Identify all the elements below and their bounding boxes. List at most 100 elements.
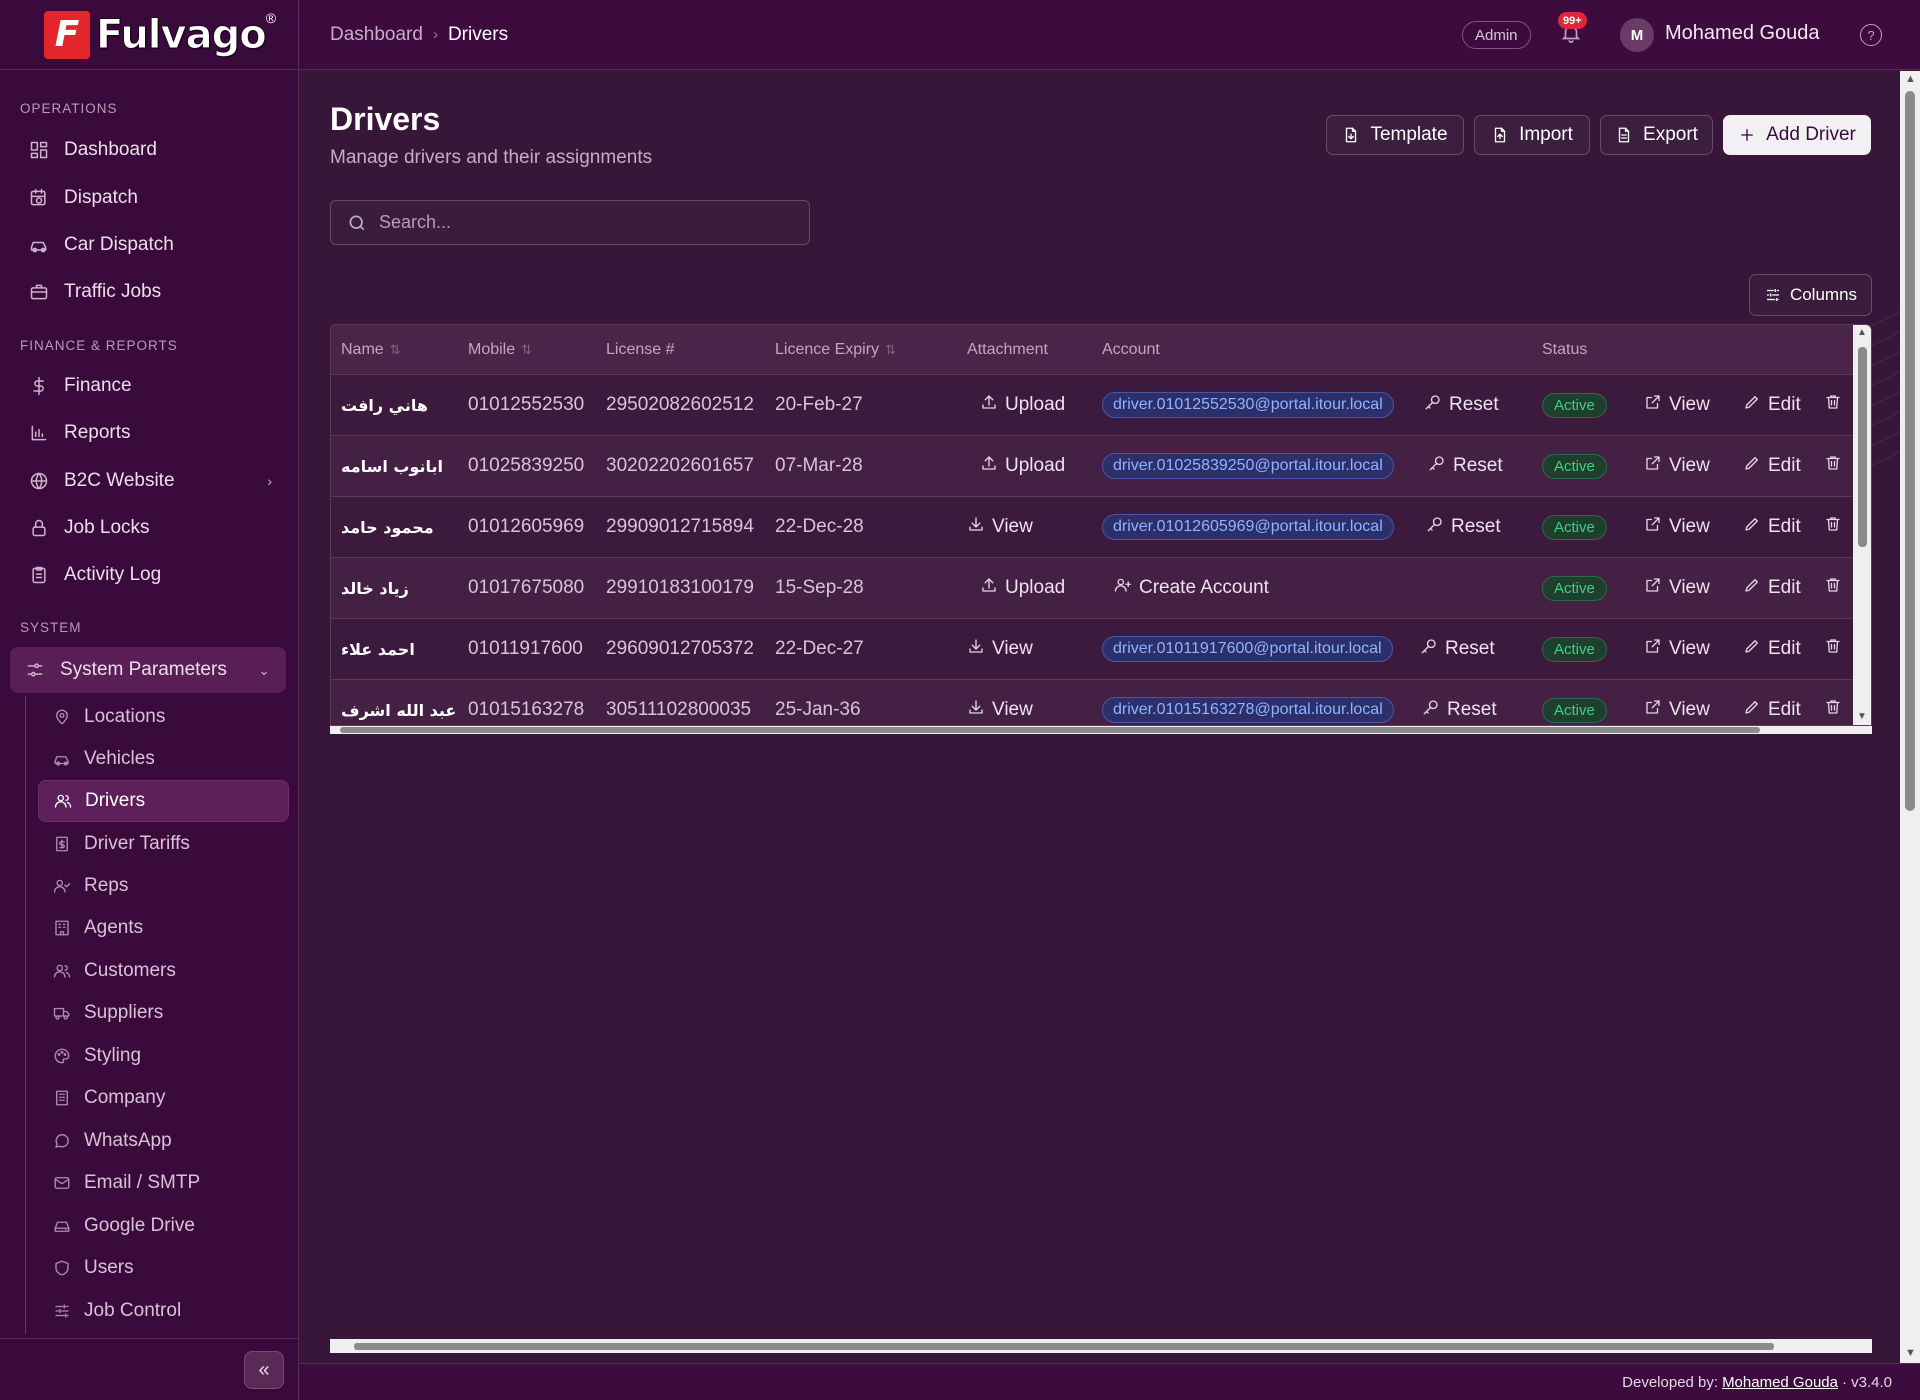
trash-icon[interactable] <box>1824 576 1842 600</box>
sidebar-item-google-drive[interactable]: Google Drive <box>38 1205 289 1247</box>
sidebar-item-job-locks[interactable]: Job Locks <box>14 506 288 550</box>
edit-button[interactable]: Edit <box>1743 680 1801 725</box>
sidebar-item-dashboard[interactable]: Dashboard <box>14 128 288 172</box>
edit-button[interactable]: Edit <box>1743 558 1801 618</box>
view-button[interactable]: View <box>1644 680 1710 725</box>
account-email-chip[interactable]: driver.01012552530@portal.itour.local <box>1102 392 1394 418</box>
sidebar-item-users[interactable]: Users <box>38 1247 289 1289</box>
avatar[interactable]: M <box>1620 18 1654 52</box>
account-email[interactable]: driver.01012552530@portal.itour.local <box>1102 375 1394 435</box>
trash-icon[interactable] <box>1824 698 1842 722</box>
sidebar-item-agents[interactable]: Agents <box>38 907 289 949</box>
sidebar-item-styling[interactable]: Styling <box>38 1035 289 1077</box>
sidebar-item-reps[interactable]: Reps <box>38 865 289 907</box>
scroll-down-arrow-icon[interactable]: ▼ <box>1905 1347 1916 1359</box>
account-email-chip[interactable]: driver.01015163278@portal.itour.local <box>1102 697 1394 723</box>
sidebar-item-b2c-website[interactable]: B2C Website › <box>14 459 288 503</box>
edit-button[interactable]: Edit <box>1743 436 1801 496</box>
reset-password-button[interactable]: Reset <box>1420 619 1495 679</box>
table-vertical-scrollbar[interactable]: ▲ ▼ <box>1853 325 1871 725</box>
scroll-up-arrow-icon[interactable]: ▲ <box>1857 327 1867 338</box>
scroll-down-arrow-icon[interactable]: ▼ <box>1857 711 1867 722</box>
sidebar-item-traffic-jobs[interactable]: Traffic Jobs <box>14 270 288 314</box>
reset-password-button[interactable]: Reset <box>1426 497 1501 557</box>
sidebar-item-label: Suppliers <box>84 1002 164 1023</box>
account-email[interactable]: driver.01015163278@portal.itour.local <box>1102 680 1394 725</box>
account-email[interactable]: driver.01011917600@portal.itour.local <box>1102 619 1393 679</box>
reset-password-button[interactable]: Reset <box>1422 680 1497 725</box>
sidebar-item-finance[interactable]: Finance <box>14 364 288 408</box>
scrollbar-thumb[interactable] <box>354 1343 1774 1350</box>
account-email-chip[interactable]: driver.01011917600@portal.itour.local <box>1102 636 1393 662</box>
view-button[interactable]: View <box>1644 436 1710 496</box>
scrollbar-thumb[interactable] <box>1858 347 1867 547</box>
trash-icon[interactable] <box>1824 454 1842 478</box>
edit-button[interactable]: Edit <box>1743 375 1801 435</box>
footer-author-link[interactable]: Mohamed Gouda <box>1722 1373 1838 1391</box>
search-input[interactable] <box>379 212 779 233</box>
add-driver-button[interactable]: Add Driver <box>1723 115 1871 155</box>
edit-button[interactable]: Edit <box>1743 497 1801 557</box>
attachment-upload-button[interactable]: Upload <box>980 375 1065 435</box>
sidebar-item-email-smtp[interactable]: Email / SMTP <box>38 1162 289 1204</box>
sidebar-item-driver-tariffs[interactable]: Driver Tariffs <box>38 823 289 865</box>
scrollbar-thumb[interactable] <box>1905 91 1915 811</box>
help-icon[interactable]: ? <box>1860 24 1882 46</box>
collapse-sidebar-button[interactable]: « <box>244 1351 284 1389</box>
content-horizontal-scrollbar[interactable] <box>330 1339 1872 1353</box>
view-button[interactable]: View <box>1644 497 1710 557</box>
sidebar-item-system-parameters[interactable]: System Parameters ⌄ <box>10 647 286 693</box>
attachment-view-button[interactable]: View <box>967 680 1033 725</box>
sidebar-item-suppliers[interactable]: Suppliers <box>38 992 289 1034</box>
columns-button[interactable]: Columns <box>1749 274 1872 316</box>
sidebar-item-dispatch[interactable]: Dispatch <box>14 176 288 220</box>
attachment-view-button[interactable]: View <box>967 497 1033 557</box>
sidebar-item-job-control[interactable]: Job Control <box>38 1290 289 1332</box>
column-header-licence-expiry[interactable]: Licence Expiry ⇅ <box>775 341 896 358</box>
breadcrumb-dashboard-link[interactable]: Dashboard <box>330 23 423 45</box>
page-vertical-scrollbar[interactable]: ▲ ▼ <box>1900 71 1920 1363</box>
attachment-upload-button[interactable]: Upload <box>980 436 1065 496</box>
sidebar-item-activity-log[interactable]: Activity Log <box>14 553 288 597</box>
template-button[interactable]: Template <box>1326 115 1464 155</box>
trash-icon[interactable] <box>1824 515 1842 539</box>
reset-password-button[interactable]: Reset <box>1424 375 1499 435</box>
account-email[interactable]: driver.01012605969@portal.itour.local <box>1102 497 1394 557</box>
account-email[interactable]: driver.01025839250@portal.itour.local <box>1102 436 1394 496</box>
sidebar-item-vehicles[interactable]: Vehicles <box>38 738 289 780</box>
attachment-view-button[interactable]: View <box>967 619 1033 679</box>
column-header-name[interactable]: Name ⇅ <box>341 341 401 358</box>
edit-button[interactable]: Edit <box>1743 619 1801 679</box>
export-button[interactable]: Export <box>1600 115 1713 155</box>
sidebar-item-whatsapp[interactable]: WhatsApp <box>38 1120 289 1162</box>
table-horizontal-scrollbar[interactable] <box>330 726 1872 734</box>
trash-icon[interactable] <box>1824 637 1842 661</box>
create-account-button[interactable]: Create Account <box>1114 558 1269 618</box>
attachment-upload-button[interactable]: Upload <box>980 558 1065 618</box>
view-button[interactable]: View <box>1644 558 1710 618</box>
reset-password-button[interactable]: Reset <box>1428 436 1503 496</box>
sidebar-item-car-dispatch[interactable]: Car Dispatch <box>14 223 288 267</box>
brand[interactable]: F Fulvago ® <box>0 0 298 70</box>
delete-button[interactable] <box>1824 436 1842 496</box>
delete-button[interactable] <box>1824 558 1842 618</box>
sidebar-item-drivers[interactable]: Drivers <box>38 780 289 822</box>
delete-button[interactable] <box>1824 375 1842 435</box>
column-header-mobile[interactable]: Mobile ⇅ <box>468 341 533 358</box>
delete-button[interactable] <box>1824 680 1842 725</box>
user-name[interactable]: Mohamed Gouda <box>1665 22 1820 44</box>
account-email-chip[interactable]: driver.01025839250@portal.itour.local <box>1102 453 1394 479</box>
sidebar-item-locations[interactable]: Locations <box>38 696 289 738</box>
scroll-up-arrow-icon[interactable]: ▲ <box>1905 73 1916 85</box>
view-button[interactable]: View <box>1644 619 1710 679</box>
sidebar-item-customers[interactable]: Customers <box>38 950 289 992</box>
delete-button[interactable] <box>1824 619 1842 679</box>
trash-icon[interactable] <box>1824 393 1842 417</box>
sidebar-item-reports[interactable]: Reports <box>14 411 288 455</box>
sidebar-item-company[interactable]: Company <box>38 1077 289 1119</box>
view-button[interactable]: View <box>1644 375 1710 435</box>
delete-button[interactable] <box>1824 497 1842 557</box>
scrollbar-thumb[interactable] <box>340 727 1760 733</box>
account-email-chip[interactable]: driver.01012605969@portal.itour.local <box>1102 514 1394 540</box>
import-button[interactable]: Import <box>1474 115 1590 155</box>
